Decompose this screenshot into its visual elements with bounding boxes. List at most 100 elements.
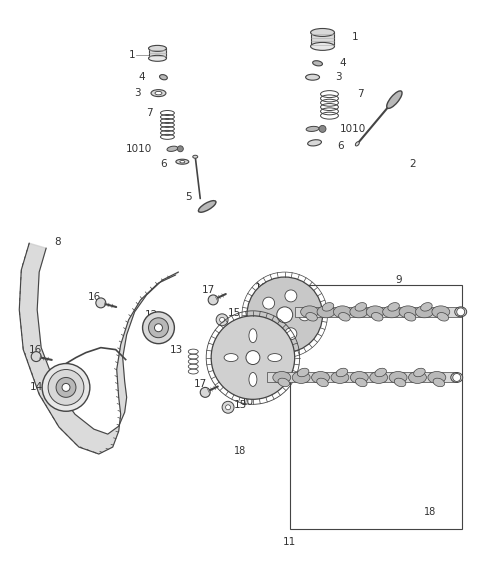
Ellipse shape — [370, 372, 388, 384]
Text: 4: 4 — [139, 72, 145, 82]
Ellipse shape — [167, 146, 178, 151]
Text: 9: 9 — [396, 275, 402, 285]
Ellipse shape — [455, 307, 467, 317]
Ellipse shape — [350, 372, 368, 384]
Ellipse shape — [334, 306, 351, 318]
Ellipse shape — [356, 378, 367, 387]
Ellipse shape — [159, 75, 168, 80]
Ellipse shape — [336, 368, 348, 377]
FancyBboxPatch shape — [148, 48, 167, 58]
Circle shape — [299, 309, 311, 321]
Ellipse shape — [322, 303, 334, 311]
Polygon shape — [19, 243, 179, 454]
Ellipse shape — [278, 378, 289, 387]
Text: 15: 15 — [234, 401, 247, 410]
Text: 7: 7 — [357, 89, 364, 99]
Circle shape — [246, 351, 260, 365]
Circle shape — [222, 401, 234, 413]
Ellipse shape — [311, 28, 335, 36]
Ellipse shape — [372, 312, 383, 321]
Ellipse shape — [432, 306, 450, 318]
Ellipse shape — [306, 312, 317, 321]
Text: 4: 4 — [339, 58, 346, 68]
Ellipse shape — [451, 373, 463, 382]
Ellipse shape — [198, 201, 216, 212]
Ellipse shape — [437, 312, 449, 321]
Ellipse shape — [308, 140, 322, 146]
Circle shape — [42, 364, 90, 411]
Text: 17: 17 — [202, 285, 215, 295]
Text: 1010: 1010 — [339, 124, 366, 134]
Text: 17: 17 — [194, 380, 207, 389]
Circle shape — [319, 125, 326, 133]
Circle shape — [200, 387, 210, 397]
Ellipse shape — [375, 368, 386, 377]
Text: 14: 14 — [30, 382, 43, 393]
Text: 6: 6 — [160, 159, 167, 168]
Ellipse shape — [387, 91, 402, 109]
Circle shape — [148, 318, 168, 337]
Circle shape — [155, 324, 162, 332]
Ellipse shape — [155, 92, 162, 95]
Ellipse shape — [176, 159, 189, 164]
Ellipse shape — [317, 306, 335, 318]
FancyBboxPatch shape — [267, 373, 457, 382]
Ellipse shape — [389, 372, 407, 384]
Circle shape — [263, 297, 275, 309]
Text: 5: 5 — [185, 192, 192, 201]
Text: 11: 11 — [283, 537, 296, 546]
Text: 18: 18 — [305, 293, 317, 303]
Circle shape — [62, 384, 70, 391]
Ellipse shape — [355, 303, 367, 311]
Circle shape — [226, 405, 230, 410]
Ellipse shape — [366, 306, 384, 318]
Ellipse shape — [433, 378, 444, 387]
Ellipse shape — [224, 353, 238, 361]
Text: 7: 7 — [146, 108, 153, 118]
Ellipse shape — [420, 303, 432, 311]
Text: 10: 10 — [255, 283, 268, 293]
Circle shape — [96, 298, 106, 308]
Ellipse shape — [193, 155, 198, 158]
Ellipse shape — [268, 353, 282, 361]
Ellipse shape — [273, 372, 291, 384]
Ellipse shape — [249, 329, 257, 343]
Ellipse shape — [148, 55, 167, 61]
Text: 15: 15 — [228, 308, 241, 318]
Circle shape — [31, 352, 41, 361]
Text: 3: 3 — [134, 88, 141, 98]
Text: 1: 1 — [351, 32, 358, 43]
Ellipse shape — [249, 373, 257, 386]
Ellipse shape — [338, 312, 350, 321]
Ellipse shape — [292, 372, 310, 384]
Circle shape — [216, 314, 228, 326]
Text: 16: 16 — [87, 292, 101, 302]
Circle shape — [178, 146, 183, 152]
Circle shape — [211, 316, 295, 399]
Ellipse shape — [306, 74, 320, 80]
Text: 1: 1 — [129, 50, 136, 60]
Ellipse shape — [404, 312, 416, 321]
Ellipse shape — [300, 306, 319, 318]
Ellipse shape — [399, 306, 417, 318]
Ellipse shape — [350, 306, 368, 318]
Text: 8: 8 — [55, 237, 61, 248]
Text: 12: 12 — [145, 310, 158, 320]
Ellipse shape — [148, 46, 167, 51]
Text: 18: 18 — [424, 506, 436, 517]
Circle shape — [285, 328, 297, 340]
Text: 6: 6 — [337, 141, 344, 151]
Text: 1010: 1010 — [126, 144, 153, 154]
Ellipse shape — [416, 306, 433, 318]
Ellipse shape — [408, 372, 426, 384]
Text: 10: 10 — [240, 397, 253, 407]
Text: 2: 2 — [409, 159, 416, 168]
Ellipse shape — [428, 372, 446, 384]
Circle shape — [263, 320, 275, 332]
Circle shape — [453, 373, 461, 381]
FancyBboxPatch shape — [311, 32, 335, 47]
Ellipse shape — [394, 378, 406, 387]
Circle shape — [277, 307, 293, 323]
FancyBboxPatch shape — [295, 307, 461, 317]
Ellipse shape — [180, 160, 185, 163]
